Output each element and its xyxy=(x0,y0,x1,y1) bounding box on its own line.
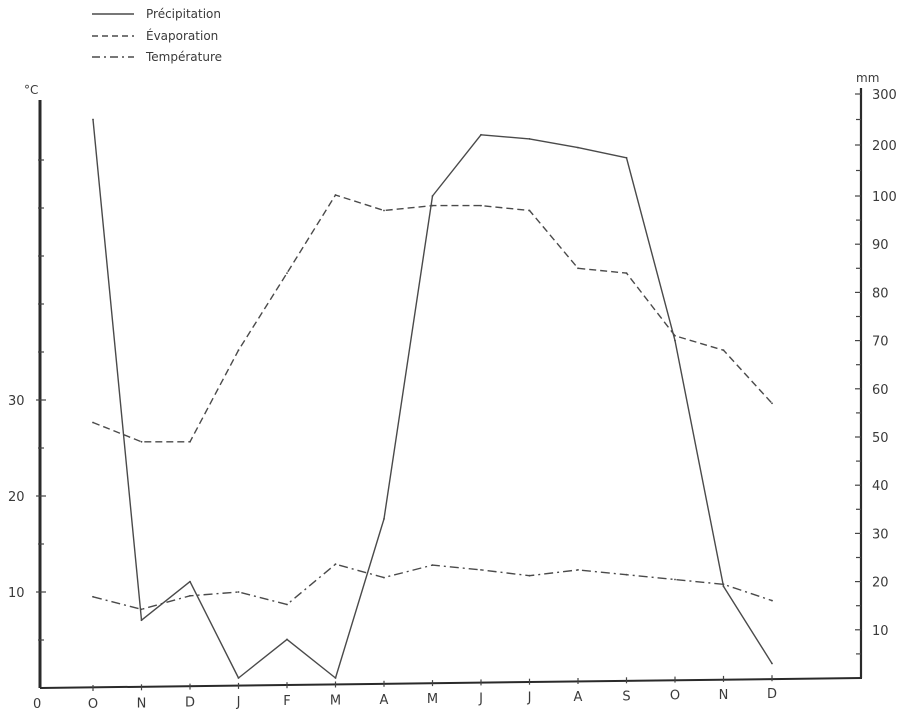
series-température xyxy=(92,563,773,611)
data-point xyxy=(92,421,94,424)
x-tick-label: N xyxy=(719,688,729,703)
x-tick-label: A xyxy=(574,690,583,705)
right-tick-label: 90 xyxy=(872,238,889,253)
data-point xyxy=(674,339,676,342)
data-point xyxy=(189,440,191,443)
data-point xyxy=(383,518,385,520)
right-tick-label: 40 xyxy=(872,479,889,494)
data-point xyxy=(480,204,482,207)
x-axis-origin-label: 0 xyxy=(33,697,41,712)
legend-entry-precipitation: Précipitation xyxy=(92,7,221,21)
right-tick-label: 60 xyxy=(872,383,889,398)
data-point xyxy=(334,677,337,679)
data-point xyxy=(625,156,628,159)
data-point xyxy=(237,591,240,593)
right-tick-label: 80 xyxy=(872,286,889,301)
data-point xyxy=(722,583,725,586)
data-point xyxy=(286,638,288,641)
data-point xyxy=(431,564,434,566)
data-point xyxy=(334,194,337,196)
x-axis xyxy=(39,677,863,689)
data-point xyxy=(722,585,725,588)
data-point xyxy=(334,563,337,566)
data-point xyxy=(431,195,434,197)
data-point xyxy=(625,272,628,274)
x-tick-label: O xyxy=(88,697,98,712)
x-tick-label: J xyxy=(527,691,532,706)
x-tick-label: F xyxy=(283,694,290,709)
data-point xyxy=(286,272,288,274)
data-point xyxy=(140,608,143,611)
series-lines xyxy=(92,118,773,679)
right-axis-ticks: 10 20 30 40 50 60 70 80 90 100 200 300 xyxy=(855,88,897,655)
series-line xyxy=(92,194,773,443)
data-point xyxy=(383,576,385,579)
data-point xyxy=(480,133,482,136)
x-tick-label: D xyxy=(185,696,195,711)
data-point xyxy=(674,334,676,337)
left-tick-label: 20 xyxy=(8,490,25,505)
data-point xyxy=(286,603,288,606)
data-point xyxy=(577,569,579,571)
data-point xyxy=(431,204,434,207)
series-line xyxy=(92,563,773,610)
legend-entry-temperature: Température xyxy=(92,50,222,64)
legend-entry-evaporation: Évaporation xyxy=(92,28,218,43)
data-point xyxy=(528,574,531,577)
x-tick-label: J xyxy=(236,695,241,710)
series-précipitation xyxy=(92,118,773,679)
left-axis-unit: °C xyxy=(24,83,38,97)
data-point xyxy=(189,580,191,583)
data-point xyxy=(237,349,240,352)
data-point xyxy=(577,146,579,149)
x-tick-label: A xyxy=(380,693,389,708)
data-point xyxy=(140,440,143,443)
data-point xyxy=(771,402,773,405)
left-tick-label: 30 xyxy=(8,394,25,409)
right-tick-label: 30 xyxy=(872,527,889,542)
data-point xyxy=(528,138,531,140)
right-tick-label: 100 xyxy=(872,190,897,205)
data-point xyxy=(237,677,240,679)
data-point xyxy=(92,595,94,598)
right-tick-label: 10 xyxy=(872,624,889,639)
right-tick-label: 50 xyxy=(872,431,889,446)
x-tick-label: M xyxy=(427,692,438,707)
right-tick-label: 70 xyxy=(872,335,889,350)
right-tick-label: 300 xyxy=(872,88,897,103)
x-tick-label: N xyxy=(137,696,147,711)
series-évaporation xyxy=(92,194,773,443)
data-point xyxy=(383,209,385,212)
data-point xyxy=(528,209,531,212)
x-tick-label: J xyxy=(478,691,483,706)
x-tick-label: M xyxy=(330,694,341,709)
data-point xyxy=(480,569,482,571)
data-point xyxy=(577,267,579,270)
x-tick-label: O xyxy=(670,689,680,704)
data-point xyxy=(771,662,773,665)
series-line xyxy=(92,119,773,679)
x-tick-label: D xyxy=(767,687,777,702)
legend-label-temperature: Température xyxy=(145,50,222,64)
legend-label-precipitation: Précipitation xyxy=(146,7,221,21)
legend: Précipitation Évaporation Température xyxy=(92,7,222,64)
data-point xyxy=(189,594,191,597)
left-axis-ticks: 10 20 30 xyxy=(8,159,46,641)
right-tick-label: 200 xyxy=(872,139,897,154)
data-point xyxy=(92,118,94,121)
data-point xyxy=(722,349,725,352)
data-point xyxy=(674,578,676,581)
x-tick-label: S xyxy=(622,689,630,704)
data-point xyxy=(625,573,628,576)
right-axis-unit: mm xyxy=(856,71,879,85)
left-tick-label: 10 xyxy=(8,586,25,601)
data-point xyxy=(771,599,773,602)
data-point xyxy=(140,619,143,622)
legend-label-evaporation: Évaporation xyxy=(146,28,218,43)
right-tick-label: 20 xyxy=(872,576,889,591)
